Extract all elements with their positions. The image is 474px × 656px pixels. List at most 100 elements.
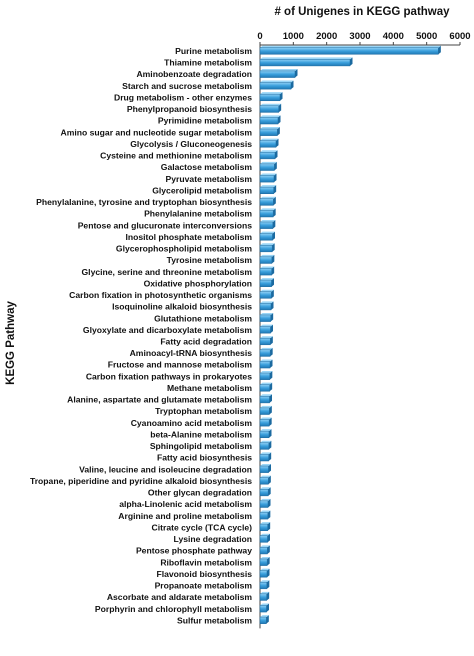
category-label: Methane metabolism xyxy=(167,383,252,393)
bar xyxy=(259,558,268,566)
category-label: Phenylpropanoid biosynthesis xyxy=(127,104,252,114)
bar xyxy=(259,547,268,555)
bar-side xyxy=(291,80,294,90)
bar-top xyxy=(260,417,272,420)
bar xyxy=(259,70,296,78)
bar-top xyxy=(260,533,270,536)
bar-top xyxy=(260,231,275,234)
bar xyxy=(259,372,271,380)
category-label: Sulfur metabolism xyxy=(177,615,252,625)
bar xyxy=(259,430,270,439)
bar-top xyxy=(260,522,271,525)
x-tick-label: 4000 xyxy=(383,31,404,42)
bar xyxy=(259,512,269,520)
bar xyxy=(259,581,268,590)
bar-side xyxy=(267,556,270,566)
bar-top xyxy=(260,603,269,606)
category-label: Flavonoid biosynthesis xyxy=(156,569,252,579)
x-tick-label: 6000 xyxy=(449,31,470,42)
bar xyxy=(259,93,281,102)
category-label: Citrate cycle (TCA cycle) xyxy=(152,522,253,532)
bar-top xyxy=(260,196,276,199)
bar xyxy=(259,186,274,194)
bar-top xyxy=(260,545,270,548)
category-label: Propanoate metabolism xyxy=(155,581,253,591)
bar xyxy=(259,152,276,160)
category-label: Riboflavin metabolism xyxy=(160,557,252,567)
category-label: Fructose and mannose metabolism xyxy=(108,360,253,370)
bar-top xyxy=(260,278,274,281)
bar-top xyxy=(260,301,274,304)
bar-top xyxy=(260,220,276,222)
bar xyxy=(259,465,269,473)
bar-top xyxy=(260,429,272,432)
bar-side xyxy=(267,545,270,554)
bar-side xyxy=(266,603,269,613)
bar-top xyxy=(260,185,277,188)
bar xyxy=(259,303,272,311)
category-label: Glycerolipid metabolism xyxy=(152,185,252,195)
category-label: Glutathione metabolism xyxy=(154,313,252,323)
bar-side xyxy=(269,429,272,438)
bar-side xyxy=(275,150,278,159)
bar-top xyxy=(260,371,273,374)
bar-side xyxy=(350,57,353,66)
category-label: Phenylalanine, tyrosine and tryptophan b… xyxy=(36,197,252,207)
bar xyxy=(259,326,271,334)
bar-side xyxy=(270,336,273,345)
bar-top xyxy=(260,615,269,618)
category-label: Pentose and glucuronate interconversions xyxy=(78,220,253,230)
category-label: Starch and sucrose metabolism xyxy=(122,81,252,91)
bars xyxy=(259,45,441,624)
bar-side xyxy=(266,580,270,589)
bar-side xyxy=(272,231,275,241)
bar-top xyxy=(260,68,298,71)
bar-top xyxy=(260,266,275,269)
bar-top xyxy=(260,57,353,60)
bar-side xyxy=(272,220,276,229)
bar-side xyxy=(274,161,277,171)
bar-top xyxy=(260,475,271,478)
bar-side xyxy=(270,312,274,322)
bar-top xyxy=(260,208,276,211)
category-label: Aminobenzoate degradation xyxy=(136,69,252,79)
bar xyxy=(259,605,267,613)
bar xyxy=(259,616,267,624)
x-tick-label: 5000 xyxy=(416,31,437,42)
chart-title: # of Unigenes in KEGG pathway xyxy=(274,6,450,18)
category-label: Galactose metabolism xyxy=(161,162,253,172)
category-label: Glyoxylate and dicarboxylate metabolism xyxy=(83,325,252,335)
category-label: Tyrosine metabolism xyxy=(167,255,253,265)
bar-top xyxy=(260,103,282,106)
category-label: alpha-Linolenic acid metabolism xyxy=(119,499,252,509)
bar-side xyxy=(271,301,274,310)
bar-top xyxy=(260,80,294,83)
x-tick-label: 3000 xyxy=(349,31,370,42)
bar-side xyxy=(277,127,280,136)
category-label: Arginine and proline metabolism xyxy=(118,511,252,521)
bar xyxy=(259,279,272,287)
bar-top xyxy=(260,127,280,130)
bar-top xyxy=(260,243,275,246)
category-label: Pyruvate metabolism xyxy=(166,174,253,184)
bar-top xyxy=(260,556,270,559)
bar xyxy=(259,140,277,148)
bar-side xyxy=(266,615,269,624)
bar xyxy=(259,233,273,241)
bar xyxy=(259,198,274,206)
category-label: Lysine degradation xyxy=(174,534,252,544)
bar-top xyxy=(260,45,441,48)
bar-side xyxy=(271,254,275,264)
category-label: Pentose phosphate pathway xyxy=(136,546,252,556)
bar-side xyxy=(267,522,271,531)
category-label: Purine metabolism xyxy=(175,46,252,56)
bar xyxy=(259,128,278,136)
category-label: Pyrimidine metabolism xyxy=(158,116,252,126)
bar-side xyxy=(270,347,273,357)
bar-side xyxy=(278,103,282,113)
bar xyxy=(259,361,271,369)
bar xyxy=(259,489,269,497)
category-label: Valine, leucine and isoleucine degradati… xyxy=(79,464,252,474)
x-axis: 0 1000 2000 3000 4000 5000 6000 xyxy=(257,31,471,629)
bar-top xyxy=(260,254,275,257)
